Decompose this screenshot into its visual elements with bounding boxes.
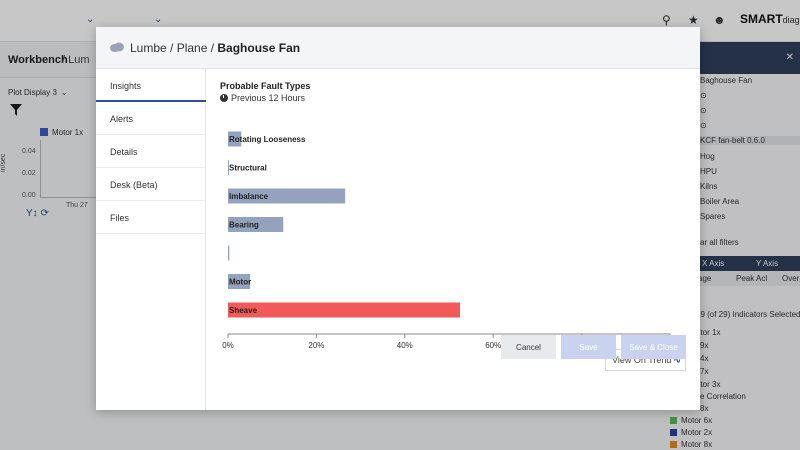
- cloud-icon: [110, 42, 124, 52]
- tree-expand-icon[interactable]: ⊙: [700, 106, 707, 115]
- tree-item[interactable]: Kilns: [700, 182, 718, 191]
- tree-expand-icon[interactable]: ⊙: [700, 121, 707, 130]
- filter-icon[interactable]: [10, 104, 22, 116]
- indicators-count: 29 (of 29) Indicators Selected: [696, 310, 800, 319]
- chart-bar: [228, 302, 461, 318]
- star-icon[interactable]: ★: [688, 13, 699, 27]
- tab-insights[interactable]: Insights: [96, 69, 206, 102]
- chart-bar: [228, 131, 242, 147]
- bar-label: Motor: [229, 278, 251, 287]
- tree-item-selected[interactable]: KCF fan-belt 0.6.0: [696, 136, 800, 145]
- legend-swatch: [670, 429, 677, 436]
- tree-expand-icon[interactable]: ⊙: [700, 91, 707, 100]
- chart-bar: [228, 188, 346, 204]
- indicator-item[interactable]: 7x: [700, 367, 709, 376]
- x-tick-label: 40%: [397, 341, 413, 350]
- plot-controls[interactable]: Y↕ ⟳: [26, 208, 49, 219]
- x-tick: Thu 27: [66, 202, 88, 209]
- legend-swatch: [40, 128, 48, 136]
- indicator-item[interactable]: 8x: [700, 404, 709, 413]
- search-icon[interactable]: ⚲: [662, 13, 671, 27]
- insights-modal: Lumbe / Plane / Baghouse Fan Insights Al…: [96, 27, 700, 410]
- x-tick-label: 0%: [222, 341, 234, 350]
- legend-swatch: [670, 417, 677, 424]
- bar-label: Bearing: [229, 221, 259, 230]
- indicator-legend-item[interactable]: Motor 6x: [670, 416, 712, 425]
- x-tick-label: 20%: [308, 341, 324, 350]
- chart-bar: [228, 245, 230, 261]
- bar-label: Sheave: [229, 306, 258, 315]
- legend-swatch: [670, 441, 677, 448]
- tree-item[interactable]: Baghouse Fan: [700, 76, 753, 85]
- axis-table-header: X Axis Y Axis: [696, 256, 800, 271]
- breadcrumb-rest: / Lum: [62, 54, 90, 66]
- chevron-down-icon: ⌄: [60, 88, 68, 97]
- indicator-item[interactable]: 9x: [700, 341, 709, 350]
- modal-breadcrumb-current: Baghouse Fan: [217, 41, 301, 55]
- tab-desk-beta[interactable]: Desk (Beta): [96, 168, 206, 201]
- indicator-item[interactable]: otor 3x: [696, 380, 721, 389]
- modal-breadcrumb: Lumbe / Plane / Baghouse Fan: [130, 41, 301, 55]
- indicator-item[interactable]: 4x: [700, 354, 709, 363]
- y-tick: 0.00: [22, 192, 36, 199]
- pulse-icon: ∿: [673, 355, 681, 365]
- cancel-button[interactable]: Cancel: [501, 335, 556, 359]
- tab-details[interactable]: Details: [96, 135, 206, 168]
- close-icon[interactable]: ✕: [785, 52, 794, 63]
- plot-display-select[interactable]: Plot Display 3 ⌄: [8, 88, 68, 97]
- tree-item[interactable]: Boiler Area: [700, 197, 740, 206]
- plot-area[interactable]: [40, 140, 96, 198]
- bar-label: Structural: [229, 164, 267, 173]
- plot-legend: Motor 1x: [40, 128, 83, 137]
- chart-bar: [228, 274, 251, 289]
- save-button[interactable]: Save: [561, 335, 616, 359]
- clear-filters-link[interactable]: ar all filters: [700, 238, 739, 247]
- indicator-item[interactable]: otor 1x: [696, 328, 721, 337]
- tree-item[interactable]: HPU: [700, 167, 717, 176]
- tree-item[interactable]: Hog: [700, 152, 715, 161]
- tree-item[interactable]: Spares: [700, 212, 726, 221]
- chevron-down-icon[interactable]: ⌄: [154, 14, 163, 25]
- user-icon[interactable]: ☻: [713, 13, 726, 27]
- indicator-legend-item[interactable]: Motor 2x: [670, 428, 712, 437]
- tab-files[interactable]: Files: [96, 201, 206, 234]
- y-tick: 0.04: [22, 148, 36, 155]
- brand-logo: SMARTdiag: [740, 12, 800, 26]
- chart-bar: [228, 217, 284, 232]
- modal-header: Lumbe / Plane / Baghouse Fan: [96, 27, 700, 69]
- breadcrumb-root[interactable]: Workbench: [8, 54, 68, 66]
- modal-sidebar: Insights Alerts Details Desk (Beta) File…: [96, 69, 206, 410]
- bar-label: Imbalance: [229, 192, 269, 201]
- x-tick-label: 60%: [485, 341, 501, 350]
- clock-icon: [220, 94, 228, 102]
- chart-bar: [228, 160, 229, 175]
- indicator-item[interactable]: se Correlation: [696, 392, 746, 401]
- chevron-down-icon[interactable]: ⌄: [86, 14, 95, 25]
- chart-subtitle: Previous 12 Hours: [220, 93, 305, 103]
- save-close-button[interactable]: Save & Close: [621, 335, 686, 359]
- axis-table: X Axis Y Axis age Peak Acl Over: [696, 256, 800, 286]
- tab-alerts[interactable]: Alerts: [96, 102, 206, 135]
- indicator-legend-item[interactable]: Motor 8x: [670, 440, 712, 449]
- y-tick: 0.02: [22, 170, 36, 177]
- chart-title: Probable Fault Types: [220, 81, 311, 91]
- bar-label: Rotating Looseness: [229, 135, 306, 144]
- axis-table-subheader: age Peak Acl Over: [696, 271, 800, 286]
